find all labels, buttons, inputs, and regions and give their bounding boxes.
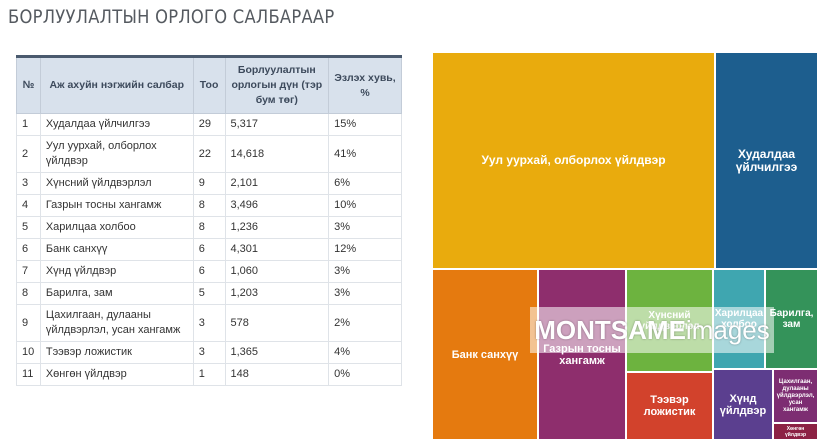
revenue-treemap: Уул уурхай, олборлох үйлдвэр Худалдаа үйл… — [432, 52, 818, 440]
cell-revenue: 5,317 — [224, 113, 330, 136]
treemap-label: Худалдаа үйлчилгээ — [735, 146, 798, 174]
cell-revenue: 2,101 — [224, 172, 330, 195]
cell-sector: Худалдаа үйлчилгээ — [39, 113, 194, 136]
table-row: 4 Газрын тосны хангамж 8 3,496 10% — [16, 194, 402, 217]
table-row: 2 Уул уурхай, олборлох үйлдвэр 22 14,618… — [16, 135, 402, 173]
cell-sector: Газрын тосны хангамж — [39, 194, 194, 217]
cell-revenue: 1,365 — [224, 341, 330, 364]
treemap-label: Хүнд үйлдвэр — [719, 392, 767, 417]
treemap-tile-uul-uurhai: Уул уурхай, олборлох үйлдвэр — [432, 52, 715, 269]
table-row: 10 Тээвэр ложистик 3 1,365 4% — [16, 341, 402, 364]
cell-revenue: 1,203 — [224, 282, 330, 305]
cell-revenue: 1,060 — [224, 260, 330, 283]
cell-number: 2 — [16, 135, 41, 173]
treemap-label: Банк санхүү — [451, 348, 519, 361]
cell-count: 1 — [192, 363, 226, 386]
cell-count: 22 — [192, 135, 226, 173]
cell-sector: Банк санхүү — [39, 238, 194, 261]
col-header-revenue: Борлуулалтын орлогын дүн (тэр бум төг) — [224, 56, 330, 114]
table-row: 7 Хүнд үйлдвэр 6 1,060 3% — [16, 260, 402, 283]
treemap-tile-cahilgaan: Цахилгаан, дулааны үйлдвэрлэл, усан ханг… — [773, 369, 818, 423]
cell-number: 4 — [16, 194, 41, 217]
treemap-tile-gazryn-tos: Газрын тосны хангамж — [538, 269, 626, 440]
col-header-count: Тоо — [192, 56, 226, 114]
cell-sector: Барилга, зам — [39, 282, 194, 305]
cell-share: 4% — [328, 341, 402, 364]
cell-revenue: 148 — [224, 363, 330, 386]
treemap-tile-hongon: Хөнгөн үйлдвэр — [773, 423, 818, 440]
cell-share: 41% — [328, 135, 402, 173]
cell-count: 8 — [192, 194, 226, 217]
col-header-sector: Аж ахуйн нэгжийн салбар — [39, 56, 194, 114]
cell-revenue: 3,496 — [224, 194, 330, 217]
treemap-tile-bank: Банк санхүү — [432, 269, 538, 440]
cell-number: 8 — [16, 282, 41, 305]
cell-number: 5 — [16, 216, 41, 239]
cell-number: 10 — [16, 341, 41, 364]
watermark-brand: MONTSAME — [534, 314, 686, 345]
sales-table: № Аж ахуйн нэгжийн салбар Тоо Борлуулалт… — [16, 55, 402, 386]
cell-count: 8 — [192, 216, 226, 239]
cell-number: 9 — [16, 304, 41, 342]
table-header-row: № Аж ахуйн нэгжийн салбар Тоо Борлуулалт… — [16, 56, 402, 114]
table-row: 8 Барилга, зам 5 1,203 3% — [16, 282, 402, 305]
cell-sector: Хүнд үйлдвэр — [39, 260, 194, 283]
cell-share: 12% — [328, 238, 402, 261]
treemap-tile-hund: Хүнд үйлдвэр — [713, 369, 773, 440]
cell-number: 6 — [16, 238, 41, 261]
treemap-label: Уул уурхай, олборлох үйлдвэр — [481, 153, 666, 167]
cell-revenue: 14,618 — [224, 135, 330, 173]
cell-number: 1 — [16, 113, 41, 136]
table-row: 11 Хөнгөн үйлдвэр 1 148 0% — [16, 363, 402, 386]
cell-sector: Тээвэр ложистик — [39, 341, 194, 364]
table-row: 9 Цахилгаан, дулааны үйлдвэрлэл, усан ха… — [16, 304, 402, 342]
watermark-suffix: images — [685, 314, 770, 345]
treemap-label: Хөнгөн үйлдвэр — [784, 425, 807, 438]
cell-number: 11 — [16, 363, 41, 386]
cell-share: 15% — [328, 113, 402, 136]
cell-share: 3% — [328, 282, 402, 305]
treemap-label: Цахилгаан, дулааны үйлдвэрлэл, усан ханг… — [776, 378, 815, 413]
cell-sector: Хөнгөн үйлдвэр — [39, 363, 194, 386]
cell-count: 6 — [192, 260, 226, 283]
page-title: БОРЛУУЛАЛТЫН ОРЛОГО САЛБАРААР — [8, 6, 335, 28]
table-row: 3 Хүнсний үйлдвэрлэл 9 2,101 6% — [16, 172, 402, 195]
treemap-tile-teever: Тээвэр ложистик — [626, 372, 713, 440]
cell-revenue: 4,301 — [224, 238, 330, 261]
cell-sector: Хүнсний үйлдвэрлэл — [39, 172, 194, 195]
cell-count: 3 — [192, 341, 226, 364]
cell-number: 7 — [16, 260, 41, 283]
cell-share: 3% — [328, 260, 402, 283]
cell-share: 0% — [328, 363, 402, 386]
cell-share: 10% — [328, 194, 402, 217]
cell-share: 3% — [328, 216, 402, 239]
cell-count: 29 — [192, 113, 226, 136]
col-header-share: Эзлэх хувь, % — [328, 56, 402, 114]
table-row: 6 Банк санхүү 6 4,301 12% — [16, 238, 402, 261]
treemap-label: Тээвэр ложистик — [643, 394, 696, 418]
watermark: MONTSAME images — [530, 307, 774, 353]
treemap-label: Барилга, зам — [769, 308, 814, 330]
cell-count: 6 — [192, 238, 226, 261]
cell-sector: Цахилгаан, дулааны үйлдвэрлэл, усан ханг… — [39, 304, 194, 342]
cell-number: 3 — [16, 172, 41, 195]
cell-count: 3 — [192, 304, 226, 342]
cell-sector: Уул уурхай, олборлох үйлдвэр — [39, 135, 194, 173]
cell-count: 9 — [192, 172, 226, 195]
cell-share: 6% — [328, 172, 402, 195]
table-row: 5 Харилцаа холбоо 8 1,236 3% — [16, 216, 402, 239]
treemap-tile-hudaldaa: Худалдаа үйлчилгээ — [715, 52, 818, 269]
cell-share: 2% — [328, 304, 402, 342]
cell-count: 5 — [192, 282, 226, 305]
table-row: 1 Худалдаа үйлчилгээ 29 5,317 15% — [16, 113, 402, 136]
cell-sector: Харилцаа холбоо — [39, 216, 194, 239]
cell-revenue: 1,236 — [224, 216, 330, 239]
cell-revenue: 578 — [224, 304, 330, 342]
col-header-number: № — [16, 56, 41, 114]
